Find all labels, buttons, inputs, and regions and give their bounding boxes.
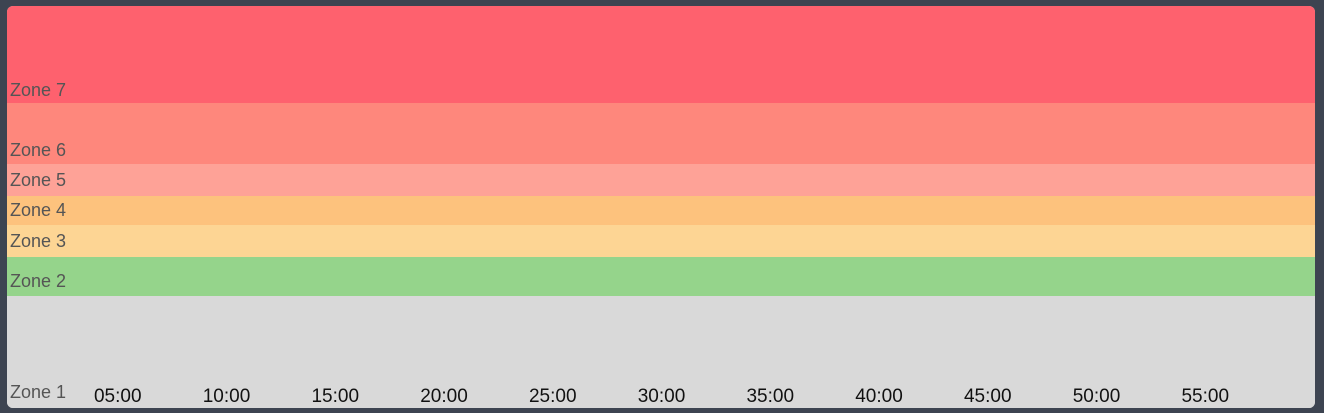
zone-bands [7, 6, 1315, 408]
zone-band-4 [7, 196, 1315, 225]
x-tick-label: 20:00 [420, 386, 468, 407]
zone-band-3 [7, 225, 1315, 257]
zone-band-7 [7, 6, 1315, 103]
zone-label-2: Zone 2 [10, 271, 66, 291]
zone-label-1: Zone 1 [10, 382, 66, 402]
zone-label-6: Zone 6 [10, 140, 66, 160]
x-axis-ticks: 05:00 10:00 15:00 20:00 25:00 30:00 35:00 40:00… [94, 386, 1229, 407]
zone-label-3: Zone 3 [10, 231, 66, 251]
zone-band-5 [7, 164, 1315, 196]
x-tick-label: 10:00 [203, 386, 251, 407]
x-tick-label: 40:00 [855, 386, 903, 407]
x-tick-label: 45:00 [964, 386, 1012, 407]
x-tick-label: 05:00 [94, 386, 142, 407]
zone-label-4: Zone 4 [10, 200, 66, 220]
zone-band-2 [7, 257, 1315, 296]
chart-frame: Zone 1 Zone 2 Zone 3 Zone 4 Zone 5 Zone 6 Zone… [7, 6, 1315, 408]
zone-band-6 [7, 103, 1315, 164]
zone-label-5: Zone 5 [10, 170, 66, 190]
zone-band-1 [7, 296, 1315, 408]
x-tick-label: 50:00 [1073, 386, 1121, 407]
x-tick-label: 55:00 [1181, 386, 1229, 407]
zone-labels: Zone 1 Zone 2 Zone 3 Zone 4 Zone 5 Zone 6 Zone… [10, 80, 66, 402]
x-tick-label: 15:00 [311, 386, 359, 407]
x-tick-label: 25:00 [529, 386, 577, 407]
x-tick-label: 35:00 [746, 386, 794, 407]
x-tick-label: 30:00 [638, 386, 686, 407]
zone-label-7: Zone 7 [10, 80, 66, 100]
zone-chart: Zone 1 Zone 2 Zone 3 Zone 4 Zone 5 Zone 6 Zone… [7, 6, 1315, 408]
